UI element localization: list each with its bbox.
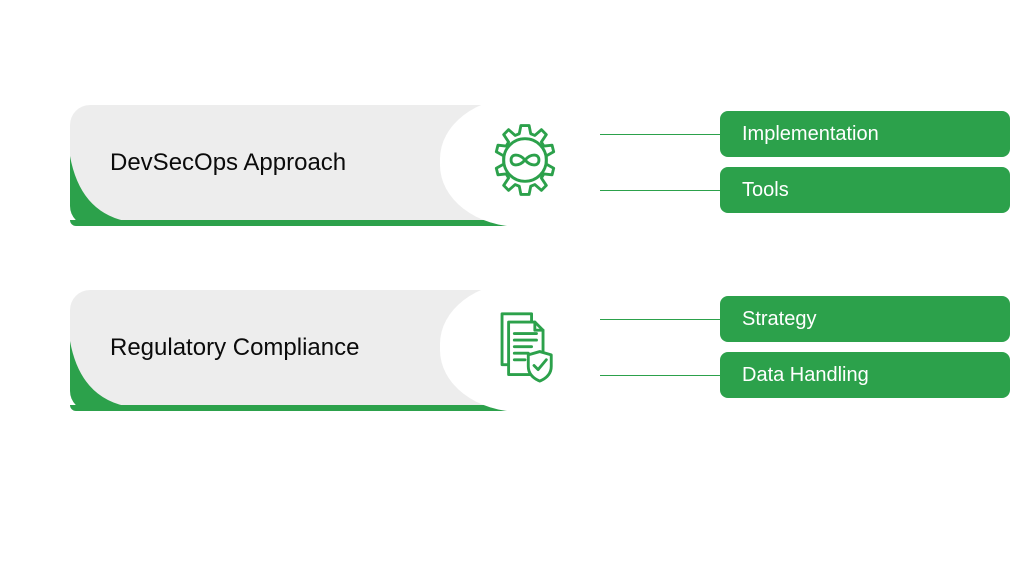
card-title: DevSecOps Approach: [110, 105, 346, 220]
tag-strategy: Strategy: [720, 296, 1010, 342]
connector-line: [600, 375, 720, 376]
section-devsecops: DevSecOps Approach Implementation Tools: [70, 105, 955, 235]
tag-data-handling: Data Handling: [720, 352, 1010, 398]
connector-line: [600, 190, 720, 191]
icon-bubble: [440, 282, 610, 412]
icon-bubble: [440, 97, 610, 227]
tag-label: Implementation: [742, 123, 879, 146]
tag-label: Strategy: [742, 308, 816, 331]
tag-label: Data Handling: [742, 364, 869, 387]
main-card: Regulatory Compliance: [70, 290, 590, 405]
tag-tools: Tools: [720, 167, 1010, 213]
connector-line: [600, 319, 720, 320]
gear-infinity-icon: [484, 119, 566, 206]
tag-implementation: Implementation: [720, 111, 1010, 157]
main-card: DevSecOps Approach: [70, 105, 590, 220]
tag-label: Tools: [742, 179, 789, 202]
card-title: Regulatory Compliance: [110, 290, 359, 405]
connector-line: [600, 134, 720, 135]
document-shield-icon: [484, 304, 566, 391]
section-compliance: Regulatory Compliance: [70, 290, 955, 420]
